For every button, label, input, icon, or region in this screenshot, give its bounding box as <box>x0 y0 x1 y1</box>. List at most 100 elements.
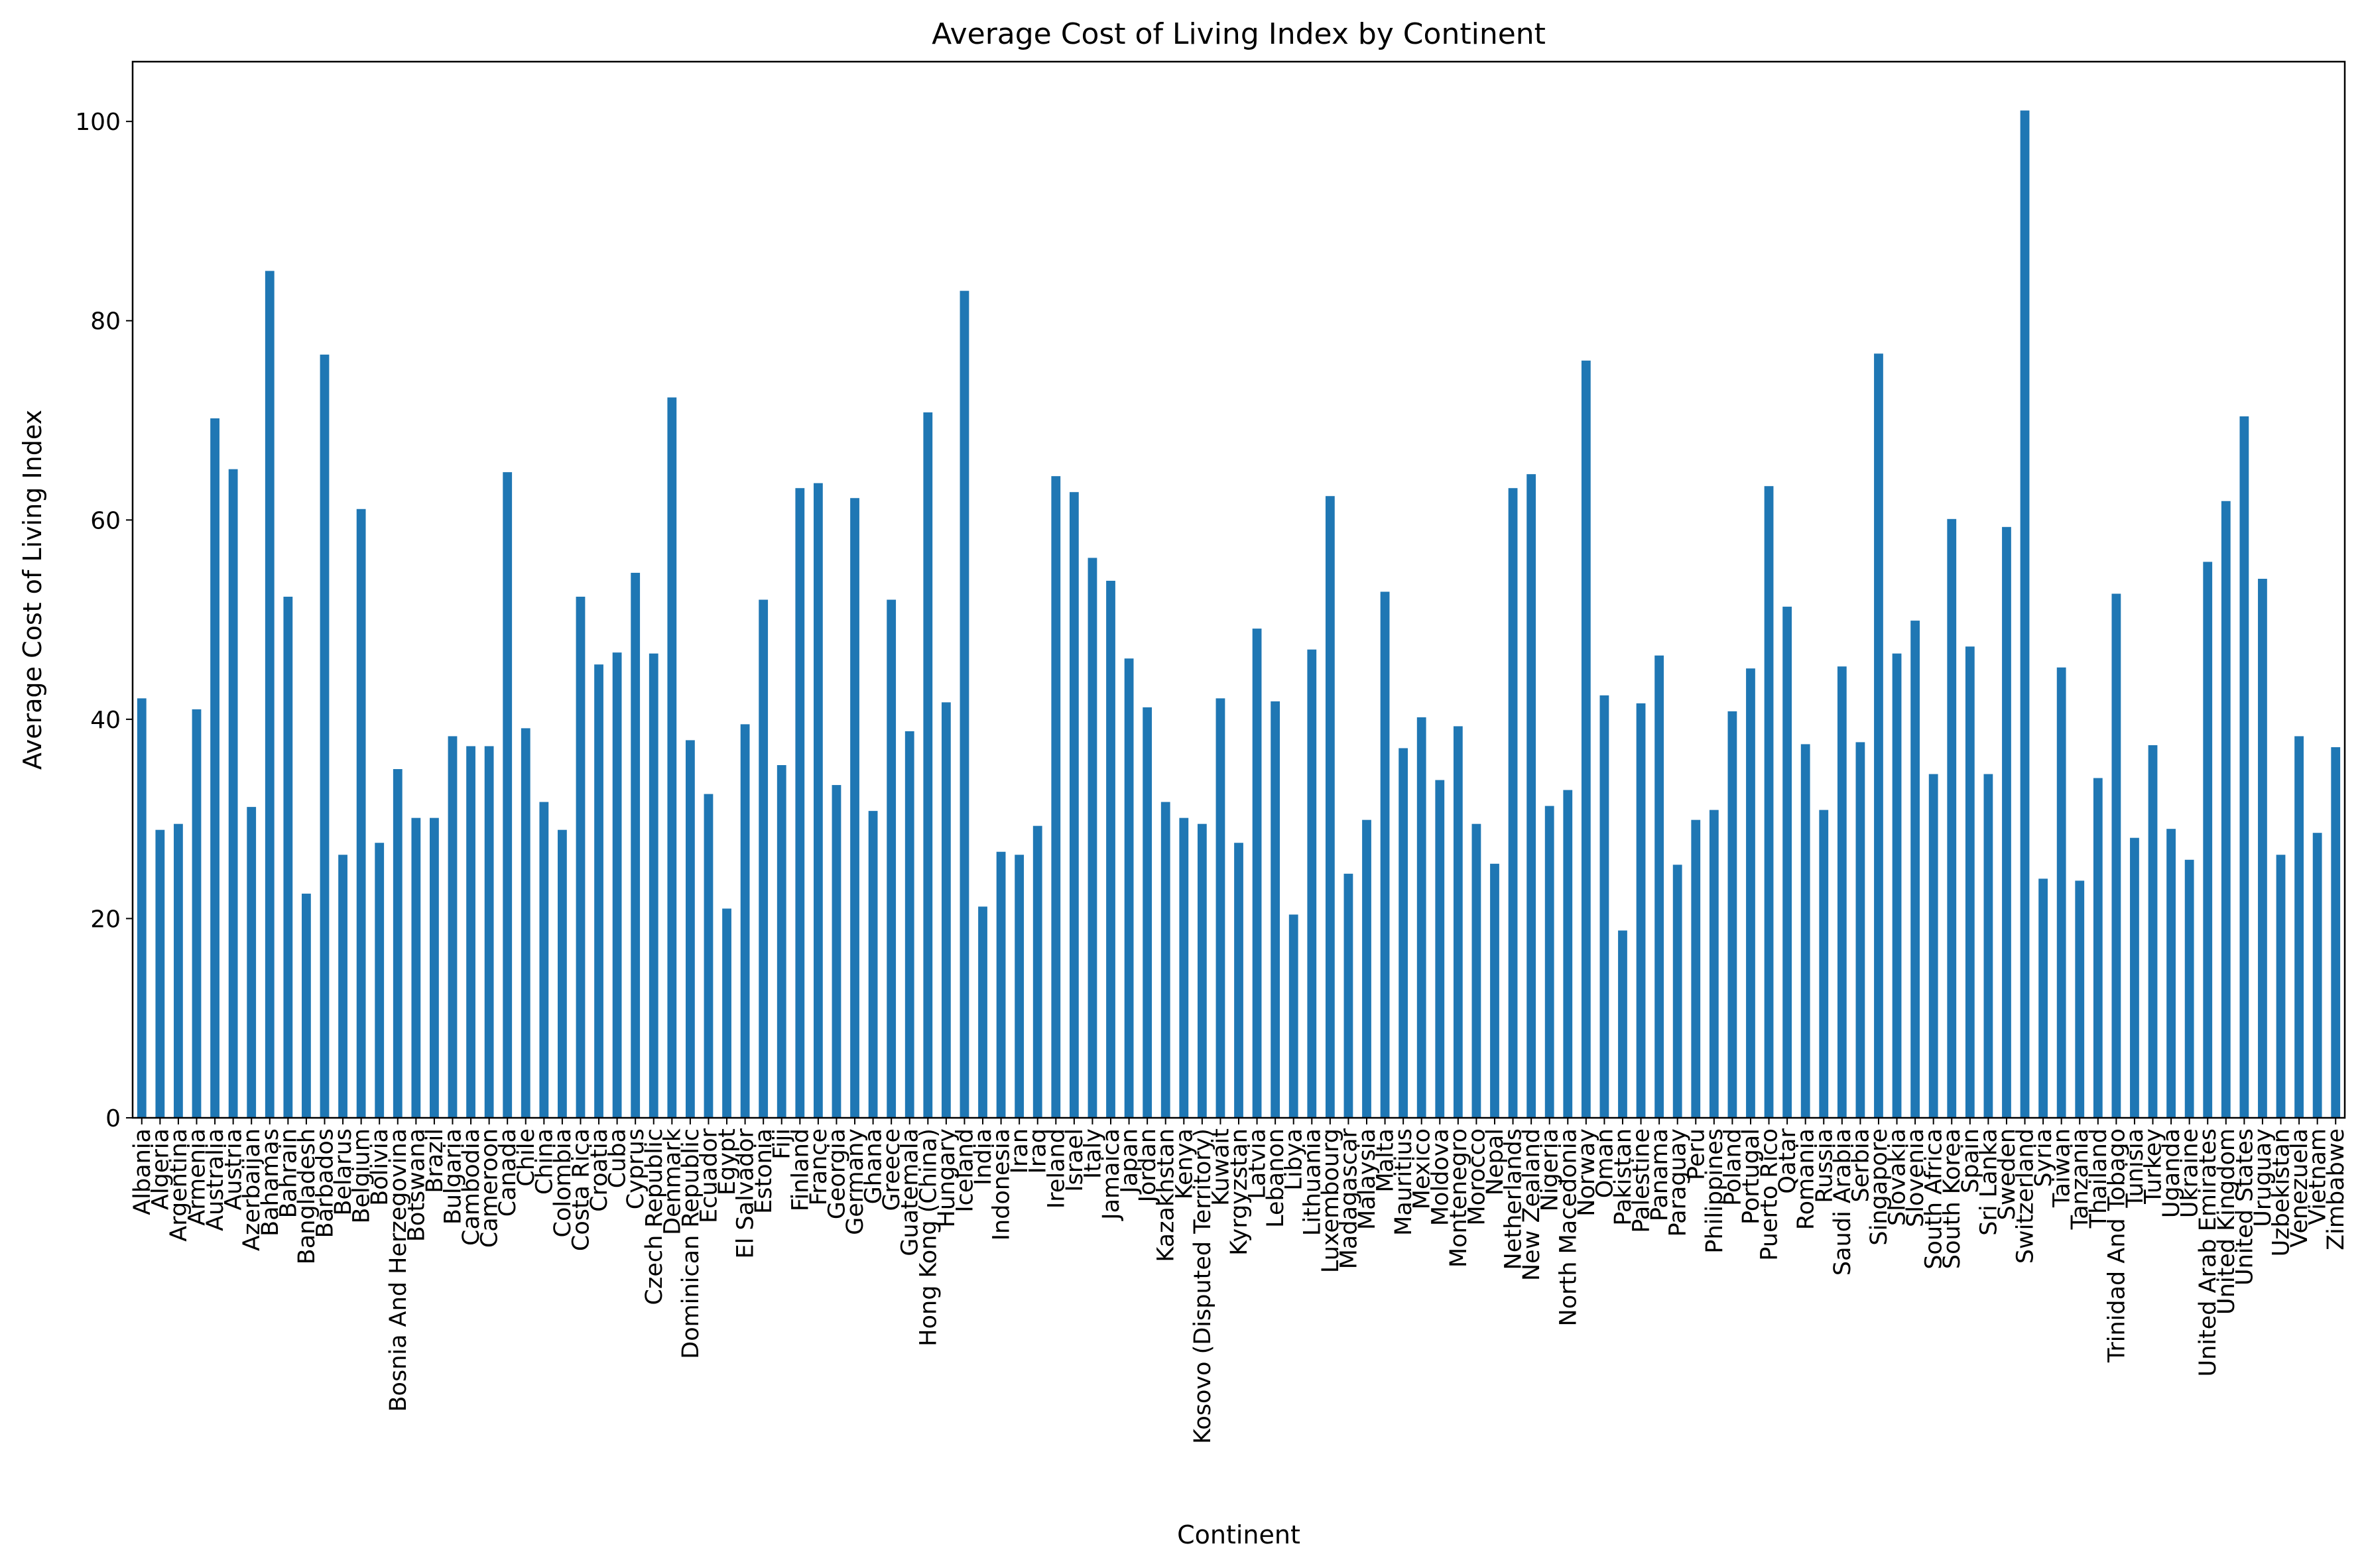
x-tick-label: Taiwan <box>2049 1128 2076 1208</box>
x-tick-label: Slovakia <box>1885 1128 1911 1226</box>
x-tick-label: Slovenia <box>1902 1128 1929 1227</box>
x-tick-label: Iraq <box>1025 1128 1052 1174</box>
x-tick-label: Jamaica <box>1098 1128 1125 1221</box>
y-tick-label: 20 <box>90 906 121 933</box>
bar <box>283 597 293 1118</box>
bar <box>1069 492 1079 1118</box>
bar <box>1928 774 1938 1118</box>
x-tick-label: Ukraine <box>2177 1128 2204 1218</box>
bar <box>2075 880 2085 1118</box>
bar <box>1490 863 1499 1118</box>
bar <box>2294 736 2304 1118</box>
bar <box>320 354 330 1118</box>
x-tick-label: Nepal <box>1482 1128 1509 1195</box>
x-tick-label: India <box>970 1128 997 1185</box>
x-tick-label: Bahrain <box>275 1128 302 1218</box>
bar <box>1965 646 1975 1118</box>
x-tick-label: Turkey <box>2141 1128 2167 1205</box>
bar <box>1892 653 1902 1118</box>
x-tick-label: Azerbaijan <box>239 1128 265 1251</box>
bar <box>2203 562 2213 1118</box>
x-tick-label: Bosnia And Herzegovina <box>385 1128 412 1412</box>
x-tick-label: Albania <box>129 1128 156 1215</box>
bar <box>941 702 951 1118</box>
bar <box>2166 829 2176 1118</box>
bar <box>466 746 475 1118</box>
bar <box>2093 778 2103 1118</box>
bar <box>1910 621 1920 1118</box>
bar <box>2111 593 2121 1118</box>
bar <box>174 823 183 1118</box>
bar <box>448 736 458 1118</box>
bar <box>904 731 914 1118</box>
x-tick-label: Algeria <box>147 1128 174 1210</box>
bar <box>1215 698 1225 1118</box>
x-tick-label: Serbia <box>1847 1128 1874 1203</box>
x-tick-label: Denmark <box>659 1128 686 1235</box>
x-tick-label: Lebanon <box>1263 1128 1289 1228</box>
x-tick-label: Poland <box>1719 1128 1746 1206</box>
bar <box>2148 745 2158 1118</box>
bar <box>1746 668 1755 1118</box>
bar <box>1252 629 1262 1118</box>
bars-group <box>137 110 2341 1118</box>
bar <box>558 829 567 1118</box>
bar <box>484 746 494 1118</box>
y-tick-label: 0 <box>105 1105 121 1132</box>
bar <box>356 509 366 1118</box>
x-tick-label: Sweden <box>1994 1128 2021 1220</box>
x-tick-label: Tunisia <box>2122 1128 2148 1209</box>
bar <box>978 906 987 1118</box>
x-tick-label: Tanzania <box>2067 1128 2093 1230</box>
bar <box>2002 526 2011 1118</box>
bar <box>2331 747 2341 1118</box>
bar <box>887 599 897 1118</box>
x-tick-label: Madagascar <box>1336 1128 1362 1269</box>
bar <box>1526 474 1536 1118</box>
x-tick-label: Iceland <box>952 1128 978 1213</box>
bar <box>1234 843 1243 1118</box>
bar <box>868 811 878 1118</box>
bar <box>411 817 421 1118</box>
x-tick-label: Guatemala <box>897 1128 924 1256</box>
x-tick-label: Saudi Arabia <box>1830 1128 1856 1276</box>
x-tick-label: Botswana <box>403 1128 430 1242</box>
x-tick-label: Vietnam <box>2305 1128 2332 1225</box>
x-tick-label: Spain <box>1958 1128 1984 1193</box>
bar <box>1435 780 1445 1118</box>
y-tick-label: 100 <box>75 109 121 136</box>
x-tick-label: Germany <box>842 1128 869 1235</box>
bar <box>2239 416 2249 1118</box>
x-tick-label: Portugal <box>1738 1128 1765 1225</box>
bar <box>1307 649 1317 1118</box>
x-tick-label: Israel <box>1062 1128 1088 1192</box>
bar <box>338 855 347 1118</box>
bar <box>1874 353 1883 1118</box>
bar <box>1288 914 1298 1118</box>
x-tick-label: Thailand <box>2086 1128 2112 1229</box>
bar <box>1325 496 1335 1118</box>
bar <box>228 469 238 1118</box>
bar <box>649 653 658 1118</box>
bar <box>155 829 165 1118</box>
x-tick-label: Malta <box>1373 1128 1399 1193</box>
plot-frame <box>131 60 2346 1119</box>
bar <box>2312 833 2322 1118</box>
bar <box>375 843 385 1118</box>
x-tick-label: Hong Kong (China) <box>915 1128 942 1347</box>
x-tick-label: Lithuania <box>1299 1128 1326 1236</box>
x-tick-label: Moldova <box>1427 1128 1454 1226</box>
bar <box>210 418 219 1118</box>
x-tick-label: Cameroon <box>477 1128 503 1248</box>
x-tick-label: Bangladesh <box>294 1128 320 1264</box>
y-axis-label: Average Cost of Living Index <box>18 410 47 770</box>
x-tick-label: Belarus <box>330 1128 357 1216</box>
x-tick-label: Zimbabwe <box>2323 1128 2349 1250</box>
x-tick-label: Qatar <box>1774 1128 1801 1193</box>
x-tick-label: Belgium <box>349 1128 375 1224</box>
bar <box>996 851 1006 1118</box>
x-tick-label: Georgia <box>824 1128 850 1219</box>
x-tick-label: Romania <box>1793 1128 1820 1230</box>
x-tick-label: Pakistan <box>1610 1128 1637 1226</box>
x-tick-label: Jordan <box>1135 1128 1161 1203</box>
